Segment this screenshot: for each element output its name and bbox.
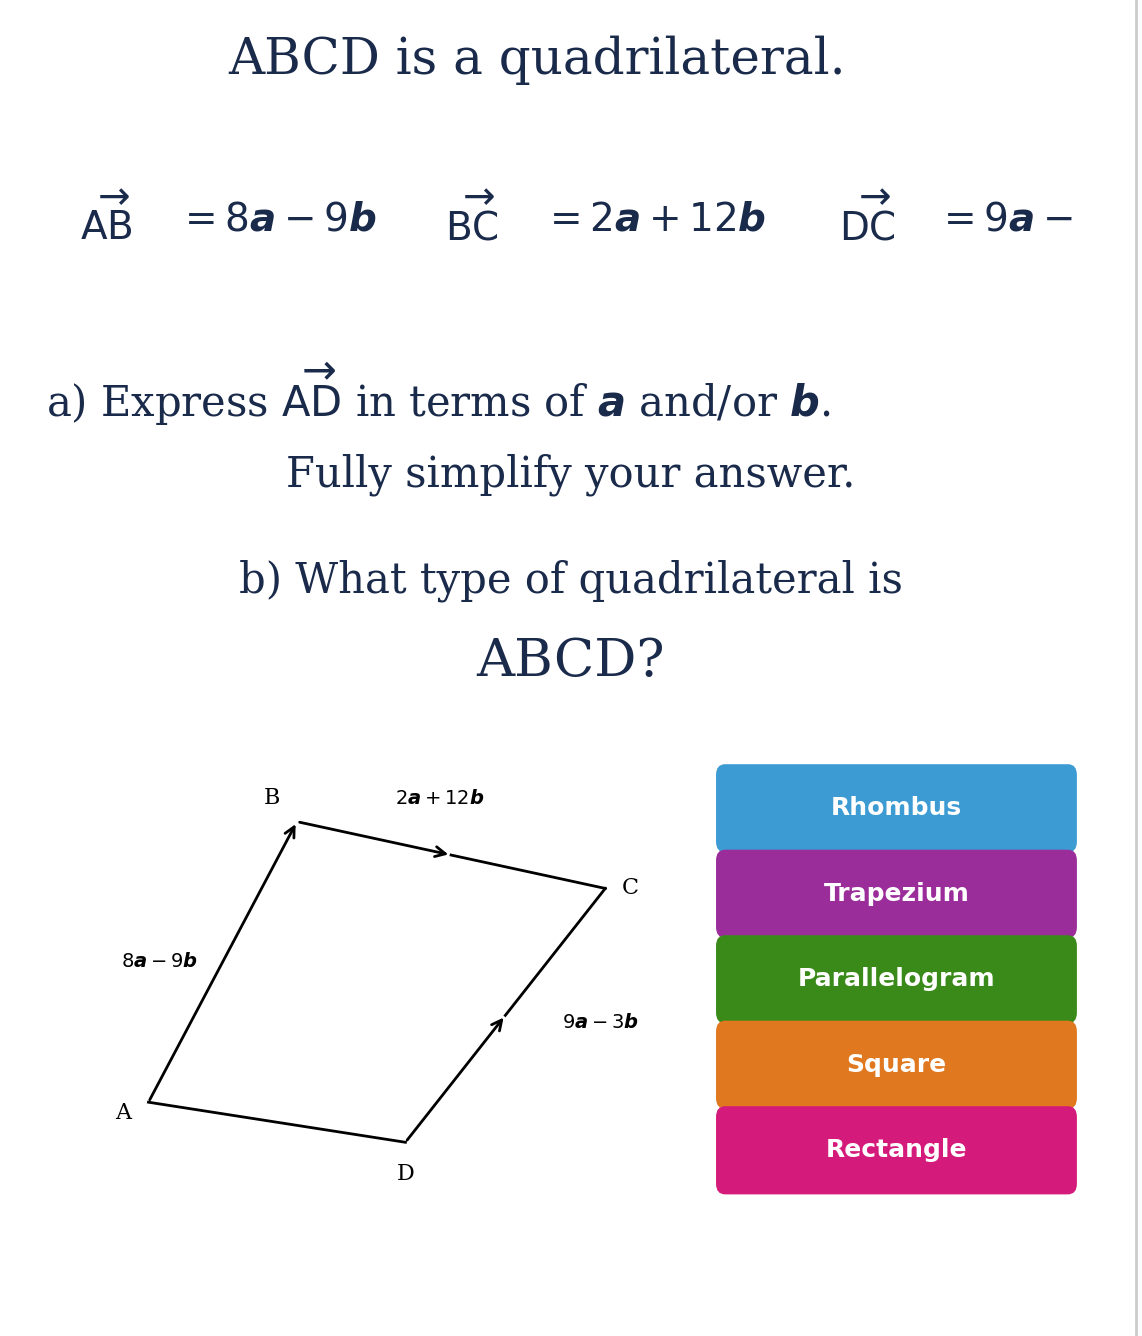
FancyBboxPatch shape bbox=[716, 850, 1077, 938]
Text: C: C bbox=[622, 878, 638, 899]
Text: $= 9\boldsymbol{a} -$: $= 9\boldsymbol{a} -$ bbox=[936, 202, 1073, 239]
Text: Square: Square bbox=[846, 1053, 947, 1077]
Text: $= 8\boldsymbol{a} - 9\boldsymbol{b}$: $= 8\boldsymbol{a} - 9\boldsymbol{b}$ bbox=[177, 202, 377, 239]
FancyBboxPatch shape bbox=[716, 1106, 1077, 1194]
FancyBboxPatch shape bbox=[716, 1021, 1077, 1109]
Text: ABCD?: ABCD? bbox=[476, 636, 666, 687]
FancyBboxPatch shape bbox=[716, 935, 1077, 1023]
Text: $8\boldsymbol{a} - 9\boldsymbol{b}$: $8\boldsymbol{a} - 9\boldsymbol{b}$ bbox=[121, 953, 199, 971]
Text: $9\boldsymbol{a} - 3\boldsymbol{b}$: $9\boldsymbol{a} - 3\boldsymbol{b}$ bbox=[562, 1013, 640, 1031]
Text: B: B bbox=[264, 787, 280, 808]
Text: A: A bbox=[115, 1102, 131, 1124]
Text: D: D bbox=[396, 1164, 415, 1185]
Text: $\overrightarrow{\mathrm{AB}}$: $\overrightarrow{\mathrm{AB}}$ bbox=[80, 194, 132, 247]
FancyBboxPatch shape bbox=[716, 764, 1077, 852]
Text: b) What type of quadrilateral is: b) What type of quadrilateral is bbox=[239, 560, 903, 603]
Text: a) Express $\overrightarrow{\mathrm{AD}}$ in terms of $\boldsymbol{a}$ and/or $\: a) Express $\overrightarrow{\mathrm{AD}}… bbox=[46, 361, 830, 428]
Text: $\overrightarrow{\mathrm{DC}}$: $\overrightarrow{\mathrm{DC}}$ bbox=[839, 192, 896, 248]
Text: $2\boldsymbol{a} + 12\boldsymbol{b}$: $2\boldsymbol{a} + 12\boldsymbol{b}$ bbox=[395, 790, 484, 808]
Text: Fully simplify your answer.: Fully simplify your answer. bbox=[287, 453, 855, 496]
Text: Rhombus: Rhombus bbox=[831, 796, 962, 820]
Text: $= 2\boldsymbol{a} + 12\boldsymbol{b}$: $= 2\boldsymbol{a} + 12\boldsymbol{b}$ bbox=[542, 202, 766, 239]
Text: Parallelogram: Parallelogram bbox=[797, 967, 996, 991]
Text: ABCD is a quadrilateral.: ABCD is a quadrilateral. bbox=[228, 35, 845, 86]
Text: $\overrightarrow{\mathrm{BC}}$: $\overrightarrow{\mathrm{BC}}$ bbox=[445, 192, 499, 248]
Text: Trapezium: Trapezium bbox=[823, 882, 970, 906]
Text: Rectangle: Rectangle bbox=[826, 1138, 967, 1162]
